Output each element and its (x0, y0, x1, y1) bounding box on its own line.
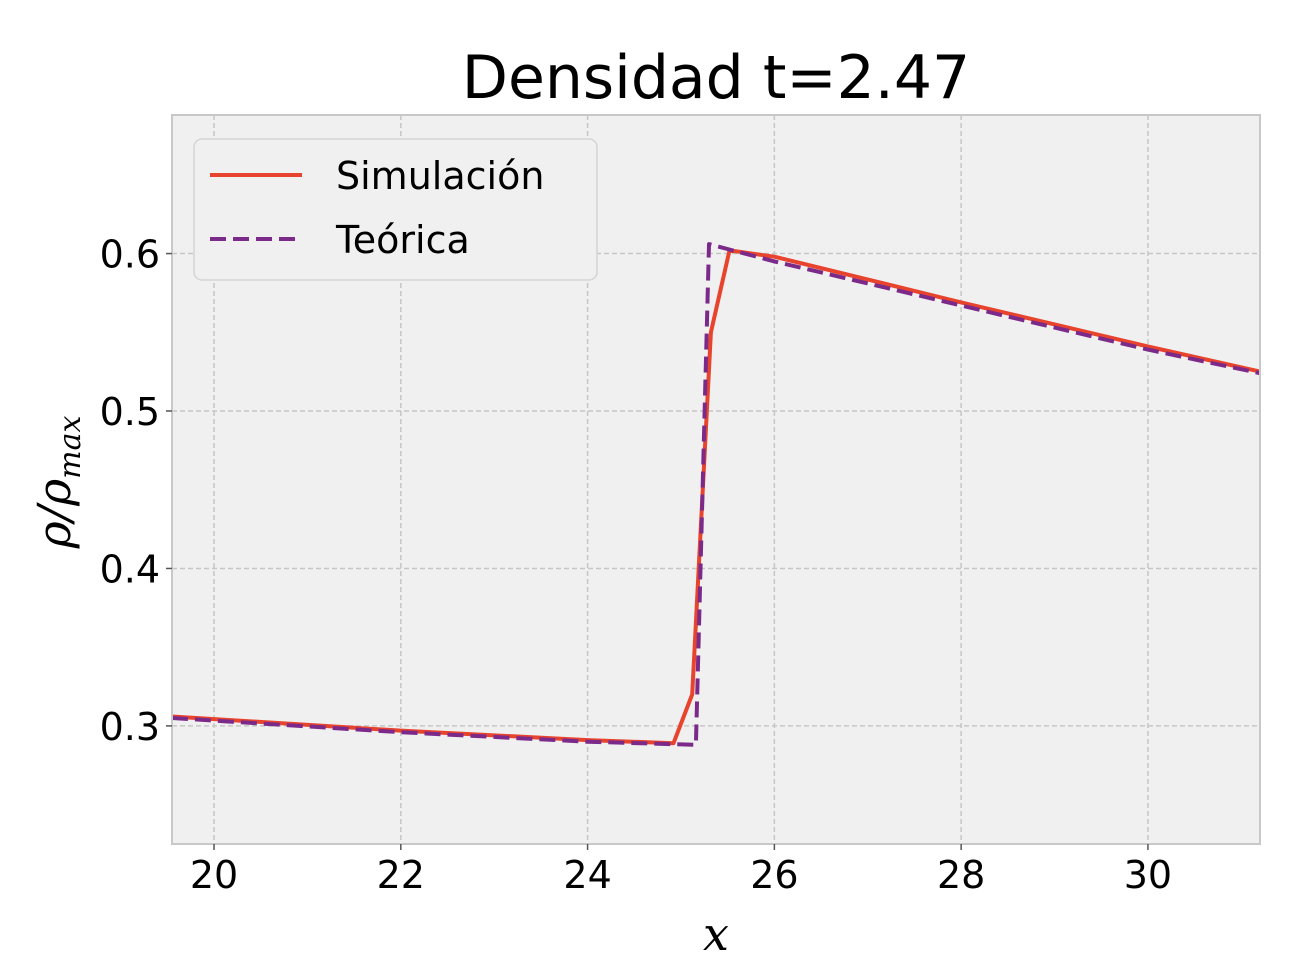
x-tick-label: 24 (563, 853, 611, 897)
y-tick-label: 0.6 (100, 233, 160, 277)
legend-label-simulacion: Simulación (336, 154, 544, 198)
y-tick-label: 0.4 (100, 547, 160, 591)
x-tick-label: 22 (377, 853, 425, 897)
y-axis-label: ρ/ρmax (27, 416, 88, 550)
chart-title: Densidad t=2.47 (462, 43, 970, 113)
x-axis-ticks: 20 22 24 26 28 30 (190, 844, 1172, 897)
legend-label-teorica: Teórica (335, 218, 470, 262)
x-tick-label: 26 (750, 853, 798, 897)
series-line-teorica (171, 242, 1261, 747)
series-layer (171, 242, 1261, 747)
y-axis-label-main: ρ/ρ (27, 479, 81, 550)
y-tick-label: 0.3 (100, 705, 160, 749)
x-tick-label: 28 (937, 853, 985, 897)
y-axis-ticks: 0.3 0.4 0.5 0.6 (100, 233, 172, 749)
x-tick-label: 30 (1124, 853, 1172, 897)
x-axis-label: x (703, 907, 729, 961)
x-tick-label: 20 (190, 853, 238, 897)
y-tick-label: 0.5 (100, 390, 160, 434)
legend: Simulación Teórica (193, 138, 598, 281)
plot-frame (171, 114, 1261, 845)
y-axis-label-sub: max (53, 416, 88, 479)
